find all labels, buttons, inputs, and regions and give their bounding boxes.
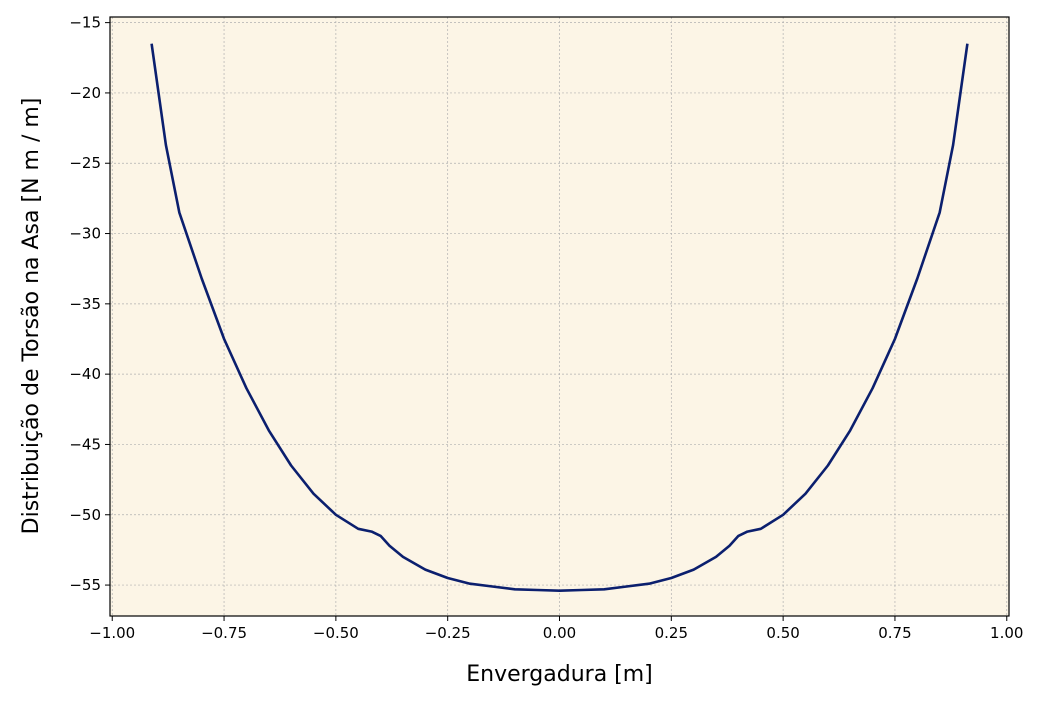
- series-layer: [150, 43, 969, 592]
- y-tick-label: −35: [69, 295, 101, 313]
- x-tick-label: −1.00: [89, 624, 135, 642]
- y-axis-title: Distribuição de Torsão na Asa [N m / m]: [19, 98, 44, 535]
- x-tick-label: 0.75: [878, 624, 911, 642]
- x-tick-label: −0.25: [425, 624, 471, 642]
- y-axis-ticks: −55 −50 −45 −40 −35 −30 −25 −20 −15: [69, 14, 110, 594]
- y-tick-label: −15: [69, 14, 101, 32]
- y-tick-label: −55: [69, 576, 101, 594]
- y-tick-label: −50: [69, 506, 101, 524]
- y-tick-label: −30: [69, 225, 101, 243]
- x-tick-label: 0.25: [655, 624, 688, 642]
- series-line: [150, 43, 969, 592]
- x-tick-label: 0.00: [543, 624, 576, 642]
- x-tick-label: −0.50: [313, 624, 359, 642]
- plot-background: [110, 17, 1009, 616]
- x-tick-label: 1.00: [990, 624, 1023, 642]
- y-tick-label: −20: [69, 84, 101, 102]
- x-axis-title: Envergadura [m]: [466, 662, 653, 687]
- x-tick-label: −0.75: [201, 624, 247, 642]
- y-tick-label: −25: [69, 154, 101, 172]
- grid-lines: [110, 17, 1009, 616]
- x-tick-label: 0.50: [766, 624, 799, 642]
- y-tick-label: −45: [69, 435, 101, 453]
- x-axis-ticks: −1.00 −0.75 −0.50 −0.25 0.00 0.25 0.50 0.75 1.00: [89, 616, 1023, 642]
- y-tick-label: −40: [69, 365, 101, 383]
